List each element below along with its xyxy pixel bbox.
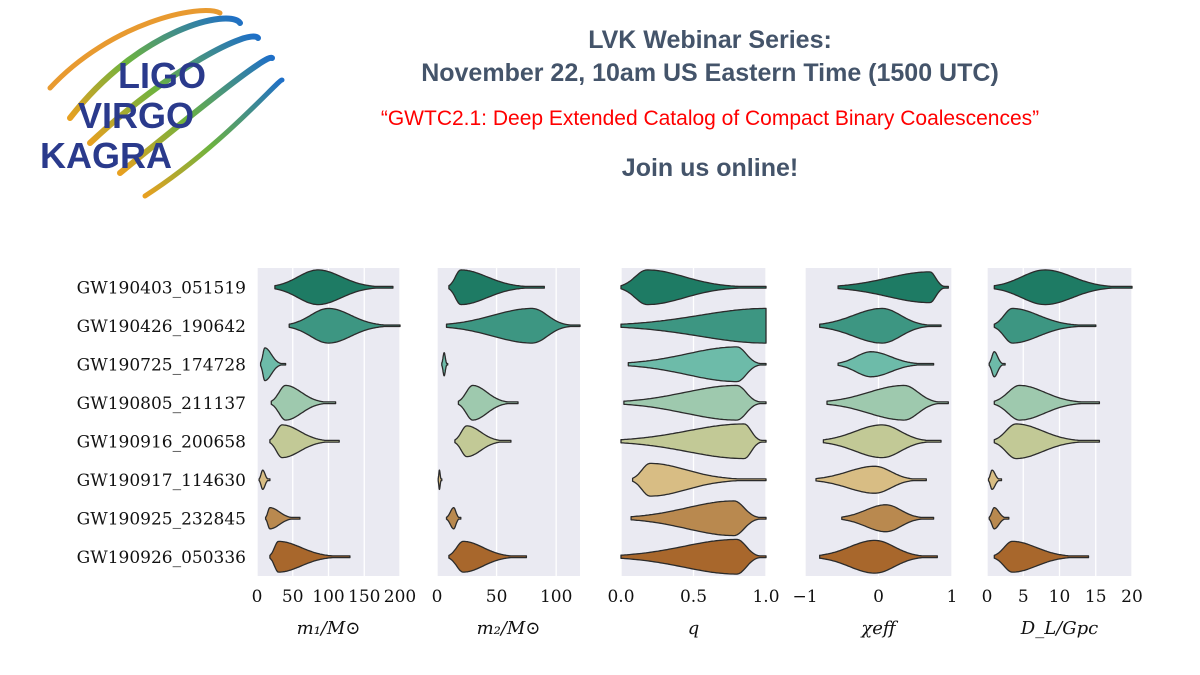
violin-6 (988, 507, 1010, 530)
violin-3 (993, 384, 1101, 421)
violin-4 (269, 424, 340, 459)
row-label: GW190403_051519 (77, 278, 246, 298)
join-online-text: Join us online! (621, 154, 799, 182)
violin-6 (264, 507, 301, 530)
logo-text-kagra: KAGRA (40, 135, 172, 176)
violin-5 (258, 469, 271, 491)
violin-4 (620, 423, 767, 460)
x-tick-label: 15 (1085, 587, 1107, 607)
panel-4: 0 5 10 15 20 D_L/Gpc (982, 268, 1143, 639)
x-tick-label: 0 (252, 587, 263, 607)
webinar-series-title: LVK Webinar Series: (588, 26, 832, 54)
x-tick-label: 0 (432, 587, 443, 607)
x-tick-label: 0 (873, 587, 884, 607)
x-tick-label: 50 (282, 587, 304, 607)
violin-3 (826, 384, 949, 421)
x-tick-label: 50 (486, 587, 508, 607)
row-label: GW190917_114630 (77, 471, 246, 491)
x-axis-title: q (688, 618, 700, 639)
x-tick-label: 100 (540, 587, 572, 607)
x-tick-label: 5 (1018, 587, 1029, 607)
x-tick-label: −1 (792, 587, 817, 607)
violin-0 (274, 269, 394, 306)
logo-text-virgo: VIRGO (78, 95, 194, 136)
x-tick-label: 1.0 (752, 587, 779, 607)
x-tick-label: 0 (982, 587, 993, 607)
violin-chart: GW190403_051519 GW190426_190642 GW190725_1… (77, 268, 1143, 639)
x-tick-label: 20 (1121, 587, 1143, 607)
violin-2 (627, 346, 767, 383)
violin-1 (819, 307, 942, 344)
violin-2 (441, 352, 449, 377)
violin-3 (270, 384, 337, 421)
x-tick-label: 0.0 (607, 587, 634, 607)
talk-title: “GWTC2.1: Deep Extended Catalog of Compa… (380, 107, 1040, 130)
violin-2 (837, 351, 935, 378)
violin-0 (837, 271, 949, 304)
x-tick-label: 10 (1049, 587, 1071, 607)
violin-7 (819, 539, 938, 574)
x-axis-title: D_L/Gpc (1020, 618, 1098, 639)
violin-4 (454, 425, 512, 458)
violin-3 (623, 384, 767, 421)
violin-6 (841, 504, 935, 533)
x-tick-label: 200 (384, 587, 416, 607)
violin-5 (631, 462, 767, 497)
row-label: GW190426_190642 (77, 317, 246, 337)
x-axis-title: χeff (859, 618, 899, 639)
row-label: GW190926_050336 (77, 548, 246, 568)
violin-4 (993, 423, 1101, 460)
violin-0 (993, 269, 1133, 306)
x-axis-title: m₂/M⊙ (477, 618, 541, 639)
violin-7 (269, 540, 351, 573)
violin-4 (822, 424, 942, 459)
panel-3: −1 0 1 χeff (792, 268, 957, 639)
panel-2: 0.0 0.5 1.0 q (607, 268, 780, 639)
row-label: GW190916_200658 (77, 432, 246, 452)
violin-5 (815, 465, 927, 494)
row-label: GW190925_232845 (77, 509, 246, 529)
violin-1 (288, 307, 401, 344)
violin-1 (620, 307, 767, 344)
x-axis-title: m₁/M⊙ (297, 618, 361, 639)
violin-5 (987, 469, 1003, 491)
panel-1: 0 50 100 m₂/M⊙ (432, 268, 581, 639)
violin-5 (437, 469, 443, 491)
x-tick-label: 0.5 (680, 587, 707, 607)
violin-1 (993, 307, 1097, 344)
violin-7 (993, 540, 1090, 573)
violin-3 (457, 384, 519, 421)
x-tick-label: 100 (312, 587, 344, 607)
webinar-datetime: November 22, 10am US Eastern Time (1500 … (421, 59, 999, 87)
violin-7 (448, 540, 528, 573)
panel-0: 0 50 100 150 200 m₁/M⊙ (252, 268, 416, 639)
violin-7 (620, 538, 767, 575)
violin-6 (630, 500, 767, 537)
lvk-logo: LIGO VIRGO KAGRA (40, 8, 285, 199)
logo-swoosh-arcs (47, 8, 285, 199)
violin-2 (259, 347, 287, 382)
violin-0 (620, 269, 767, 306)
violin-2 (988, 351, 1006, 378)
violin-6 (445, 507, 462, 530)
x-tick-label: 1 (947, 587, 958, 607)
violin-1 (445, 307, 581, 344)
violin-0 (448, 269, 545, 306)
x-tick-label: 150 (348, 587, 380, 607)
row-label: GW190725_174728 (77, 355, 246, 375)
logo-text-ligo: LIGO (118, 55, 206, 96)
row-label: GW190805_211137 (77, 394, 246, 414)
